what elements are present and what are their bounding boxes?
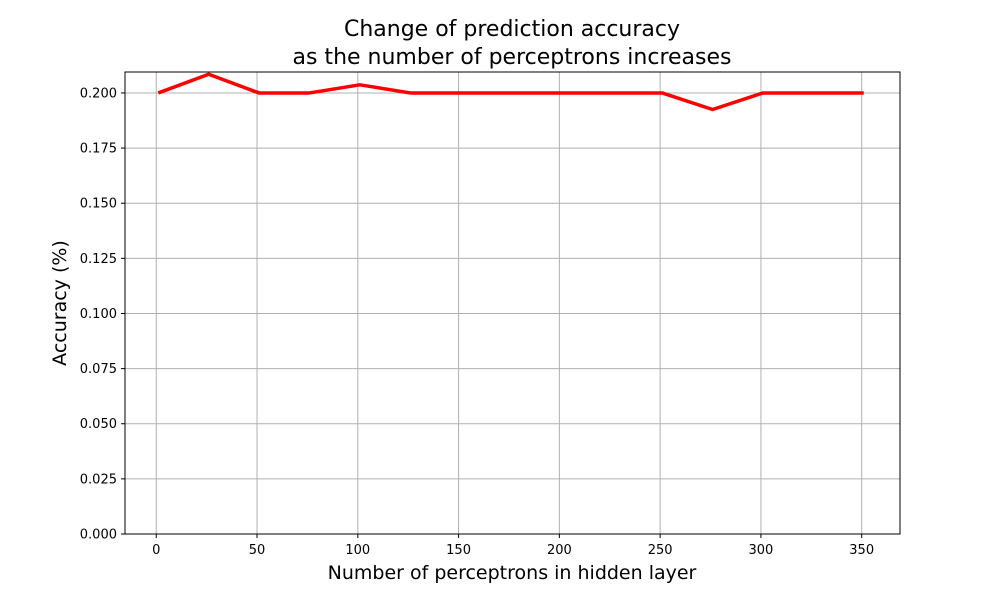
y-tick-label: 0.175 <box>80 142 117 157</box>
x-tick-label: 350 <box>849 543 874 558</box>
y-tick-label: 0.125 <box>80 252 117 267</box>
x-tick-label: 50 <box>249 543 266 558</box>
chart-title-line-2: as the number of perceptrons increases <box>293 45 732 70</box>
accuracy-line <box>157 72 864 112</box>
x-tick-label: 200 <box>547 543 572 558</box>
x-tick-label: 0 <box>152 543 160 558</box>
y-tick-label: 0.150 <box>80 197 117 212</box>
y-tick-label: 0.025 <box>80 472 117 487</box>
chart-title-line-1: Change of prediction accuracy <box>344 17 680 42</box>
x-axis-label: Number of perceptrons in hidden layer <box>328 562 697 584</box>
y-tick-label: 0.050 <box>80 417 117 432</box>
plot-frame <box>124 71 901 535</box>
y-axis-label: Accuracy (%) <box>49 240 71 366</box>
y-tick-label: 0.200 <box>80 86 117 101</box>
grid <box>125 72 900 535</box>
axis-ticks: 0 50 100 150 200 250 300 350 0.000 0.025 0.050 0.07… <box>80 86 874 558</box>
x-tick-label: 100 <box>345 543 370 558</box>
x-tick-label: 250 <box>648 543 673 558</box>
x-tick-label: 300 <box>749 543 774 558</box>
y-tick-label: 0.000 <box>80 528 117 543</box>
y-tick-label: 0.100 <box>80 307 117 322</box>
x-tick-label: 150 <box>446 543 471 558</box>
series-layer <box>157 72 864 112</box>
y-tick-label: 0.075 <box>80 362 117 377</box>
